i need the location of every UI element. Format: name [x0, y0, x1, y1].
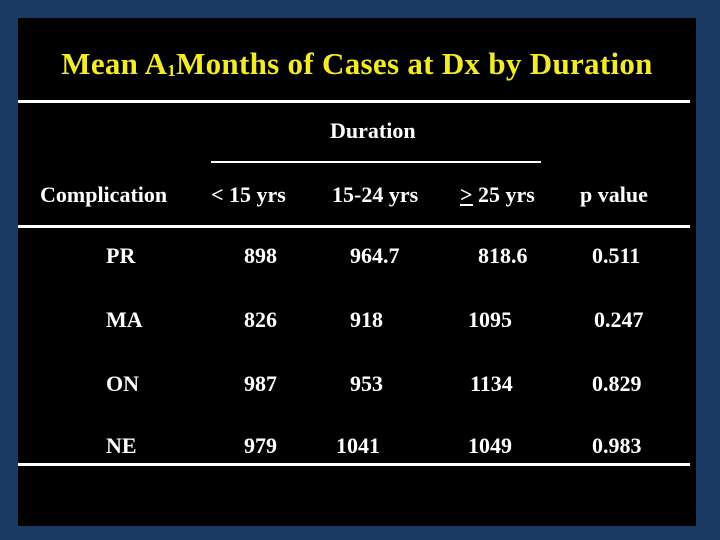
slide: Mean A1Months of Cases at Dx by Duration… — [18, 18, 696, 526]
row-label: PR — [106, 243, 136, 268]
cell-pvalue: 0.511 — [592, 243, 641, 268]
slide-title: Mean A1Months of Cases at Dx by Duration — [18, 46, 696, 82]
cell-pvalue: 0.829 — [592, 371, 642, 396]
header-rule — [18, 225, 690, 228]
cell-lt15: 898 — [244, 243, 277, 268]
title-prefix: Mean A — [61, 46, 168, 81]
cell-pvalue: 0.983 — [592, 433, 642, 458]
cell-15-24: 1041 — [336, 433, 380, 458]
cell-ge25: 1049 — [468, 433, 512, 458]
cell-pvalue: 0.247 — [594, 307, 644, 332]
header-15-24: 15-24 yrs — [332, 182, 419, 207]
top-rule — [18, 100, 690, 103]
duration-header: Duration — [330, 118, 416, 143]
cell-15-24: 918 — [350, 307, 383, 332]
cell-lt15: 826 — [244, 307, 277, 332]
header-ge25-text: 25 yrs — [472, 182, 535, 207]
cell-lt15: 979 — [244, 433, 277, 458]
title-suffix: Months of Cases at Dx by Duration — [176, 46, 653, 81]
header-ge25: > 25 yrs — [460, 182, 535, 208]
header-pvalue: p value — [580, 182, 648, 207]
ge-symbol: > — [460, 182, 473, 207]
cell-15-24: 964.7 — [350, 243, 400, 268]
row-label: ON — [106, 371, 139, 396]
cell-lt15: 987 — [244, 371, 277, 396]
cell-ge25: 1095 — [468, 307, 512, 332]
cell-ge25: 818.6 — [478, 243, 528, 268]
row-label: NE — [106, 433, 137, 458]
header-lt15: < 15 yrs — [211, 182, 286, 207]
row-label: MA — [106, 307, 143, 332]
cell-ge25: 1134 — [470, 371, 513, 396]
duration-underline — [211, 161, 541, 163]
title-subscript: 1 — [167, 61, 177, 80]
header-complication: Complication — [40, 182, 168, 207]
bottom-rule — [18, 463, 690, 466]
cell-15-24: 953 — [350, 371, 383, 396]
